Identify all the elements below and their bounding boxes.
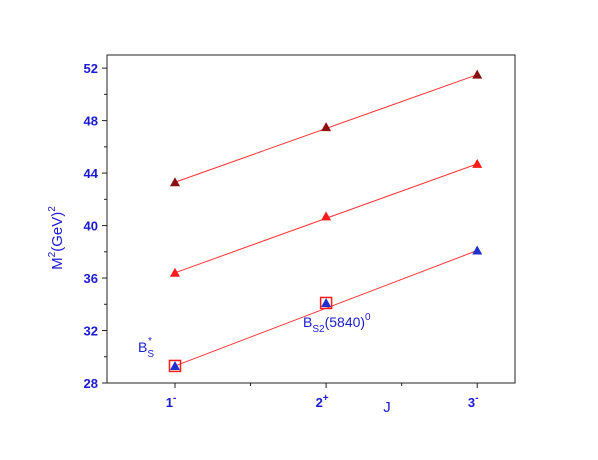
tick-labels: 28 32 36 40 44 48 52 1- 2+ 3- <box>84 61 479 410</box>
highlight-box <box>319 296 333 310</box>
data-points <box>168 69 483 373</box>
y-axis-title: M2(GeV)2 <box>47 206 66 270</box>
triangle-marker <box>321 297 332 307</box>
y-tick-label: 48 <box>84 114 98 129</box>
y-tick-label: 40 <box>84 219 98 234</box>
triangle-marker <box>170 360 180 370</box>
plot-frame <box>106 54 516 384</box>
y-tick-label: 32 <box>84 324 98 339</box>
x-tick-label: 2+ <box>316 393 329 410</box>
triangle-marker <box>321 211 332 221</box>
x-tick-label: 3- <box>468 393 479 410</box>
x-axis-title: J <box>383 399 391 416</box>
y-tick-label: 52 <box>84 61 98 76</box>
triangle-marker <box>321 122 332 132</box>
annotation-bs2-5840: BS2(5840)0 <box>303 312 371 335</box>
triangle-marker <box>170 177 180 187</box>
x-tick-label: 1- <box>166 393 177 410</box>
annotation-bs-star: BS* <box>138 336 154 360</box>
axes <box>102 54 516 388</box>
highlight-box <box>168 359 182 373</box>
y-tick-label: 44 <box>84 166 99 181</box>
triangle-marker <box>472 69 483 79</box>
y-tick-label: 28 <box>84 376 98 391</box>
triangle-marker <box>170 267 180 277</box>
y-tick-label: 36 <box>84 271 98 286</box>
triangle-marker <box>472 158 483 168</box>
triangle-marker <box>472 245 483 255</box>
